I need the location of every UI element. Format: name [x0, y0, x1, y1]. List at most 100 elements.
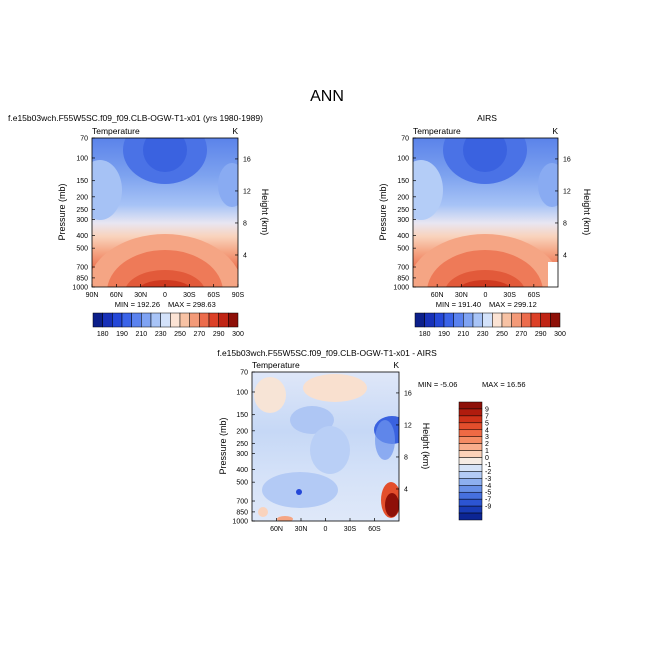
colorbar-box	[121, 312, 132, 328]
colorbar-box	[540, 312, 551, 328]
colorbar-label: 1	[485, 448, 489, 455]
colorbar-box	[424, 312, 435, 328]
colorbar-label: 210	[457, 331, 469, 338]
lat-tick-label: 30S	[344, 526, 357, 533]
colorbar-box	[458, 485, 483, 493]
pressure-tick-label: 1000	[232, 519, 248, 526]
panel-model-max: MAX = 298.63	[168, 300, 216, 309]
pressure-tick-label: 850	[236, 509, 248, 516]
colorbar-label: 230	[155, 331, 167, 338]
pressure-tick-label: 700	[236, 499, 248, 506]
colorbar-label: -2	[485, 469, 491, 476]
panel-airs-lat-ticks: 60N 30N 0 30S 60S	[431, 284, 541, 299]
colorbar-box	[434, 312, 445, 328]
height-tick-label: 12	[563, 188, 571, 195]
colorbar-box	[458, 464, 483, 472]
pressure-tick-label: 300	[397, 217, 409, 224]
panel-diff-height-ticks: 4 8 12 16	[396, 390, 412, 493]
colorbar-box	[102, 312, 113, 328]
height-tick-label: 8	[243, 220, 247, 227]
colorbar-label: -4	[485, 483, 491, 490]
pressure-tick-label: 70	[401, 136, 409, 143]
height-tick-label: 16	[243, 156, 251, 163]
colorbar-label: -5	[485, 490, 491, 497]
colorbar-box	[458, 436, 483, 444]
colorbar-box	[458, 443, 483, 451]
colorbar-label: 290	[213, 331, 225, 338]
panel-diff-ylabel-right: Height (km)	[421, 423, 431, 470]
height-tick-label: 12	[404, 422, 412, 429]
colorbar-box	[458, 505, 483, 514]
panel-model-min: MIN = 192.26	[115, 300, 160, 309]
panel-model-pressure-ticks: 70 100 150 200 250 300 400 500 700 850 1000	[72, 136, 95, 292]
panel-model-surface-warm-4	[139, 280, 191, 287]
panel-diff: f.e15b03wch.F55W5SC.f09_f09.CLB-OGW-T1-x…	[217, 348, 525, 533]
panel-airs-title: AIRS	[477, 113, 497, 123]
panel-model-colorbar: 180 190 210 230 250 270 290 300	[92, 312, 244, 338]
colorbar-box	[228, 312, 239, 328]
panel-airs-pressure-ticks: 70 100 150 200 250 300 400 500 700 850 1000	[393, 136, 416, 292]
colorbar-box	[458, 471, 483, 479]
lat-tick-label: 60N	[110, 292, 123, 299]
panel-model: f.e15b03wch.F55W5SC.f09_f09.CLB-OGW-T1-x…	[8, 113, 270, 338]
colorbar-box	[414, 312, 425, 328]
panel-diff-field	[252, 372, 399, 521]
panel-diff-pressure-ticks: 70 100 150 200 250 300 400 500 700 850 1000	[232, 370, 255, 526]
colorbar-box	[472, 312, 483, 328]
height-tick-label: 8	[404, 454, 408, 461]
panel-airs-max: MAX = 299.12	[489, 300, 537, 309]
colorbar-box	[199, 312, 210, 328]
colorbar-label: 250	[174, 331, 186, 338]
panel-airs-ylabel-right: Height (km)	[582, 189, 592, 236]
pressure-tick-label: 250	[236, 441, 248, 448]
panel-diff-lat-ticks: 60N 30N 0 30S 60S	[270, 518, 381, 533]
pressure-tick-label: 850	[397, 275, 409, 282]
colorbar-box	[458, 512, 483, 521]
panel-airs-variable: Temperature	[413, 126, 461, 136]
panel-diff-sh-cold-anomaly-outer	[375, 420, 395, 460]
pressure-tick-label: 1000	[393, 285, 409, 292]
height-tick-label: 8	[563, 220, 567, 227]
panel-model-ylabel: Pressure (mb)	[57, 183, 67, 240]
panel-model-height-ticks: 4 8 12 16	[235, 156, 251, 259]
panel-airs-surface-warm-4	[459, 280, 511, 287]
lat-tick-label: 30N	[295, 526, 308, 533]
height-tick-label: 4	[243, 252, 247, 259]
panel-diff-nh-cold-spot	[296, 489, 302, 495]
page-title: ANN	[310, 88, 344, 105]
colorbar-box	[550, 312, 561, 328]
panel-model-title: f.e15b03wch.F55W5SC.f09_f09.CLB-OGW-T1-x…	[8, 113, 263, 123]
lat-tick-label: 60S	[528, 292, 541, 299]
colorbar-box	[131, 312, 142, 328]
colorbar-label: 4	[485, 427, 489, 434]
panel-model-units: K	[232, 126, 238, 136]
colorbar-box	[521, 312, 532, 328]
panel-airs-height-ticks: 4 8 12 16	[555, 156, 571, 259]
pressure-tick-label: 500	[397, 246, 409, 253]
colorbar-box	[458, 415, 483, 424]
panel-diff-upper-warm-anomaly-eq	[303, 374, 367, 402]
colorbar-box	[492, 312, 503, 328]
lat-tick-label: 60S	[207, 292, 220, 299]
lat-tick-label: 60S	[368, 526, 381, 533]
panel-diff-surface-warm-spot-2	[277, 516, 293, 521]
pressure-tick-label: 200	[397, 194, 409, 201]
colorbar-box	[458, 457, 483, 465]
height-tick-label: 4	[404, 486, 408, 493]
panel-airs-units: K	[552, 126, 558, 136]
colorbar-box	[530, 312, 541, 328]
height-tick-label: 12	[243, 188, 251, 195]
panel-diff-max: MAX = 16.56	[482, 380, 526, 389]
pressure-tick-label: 100	[397, 155, 409, 162]
colorbar-label: -7	[485, 497, 491, 504]
height-tick-label: 16	[404, 390, 412, 397]
colorbar-label: 190	[438, 331, 450, 338]
colorbar-label: 300	[554, 331, 566, 338]
panel-model-ylabel-right: Height (km)	[260, 189, 270, 236]
colorbar-label: -1	[485, 462, 491, 469]
pressure-tick-label: 1000	[72, 285, 88, 292]
colorbar-box	[458, 422, 483, 431]
pressure-tick-label: 500	[236, 480, 248, 487]
pressure-tick-label: 70	[80, 136, 88, 143]
